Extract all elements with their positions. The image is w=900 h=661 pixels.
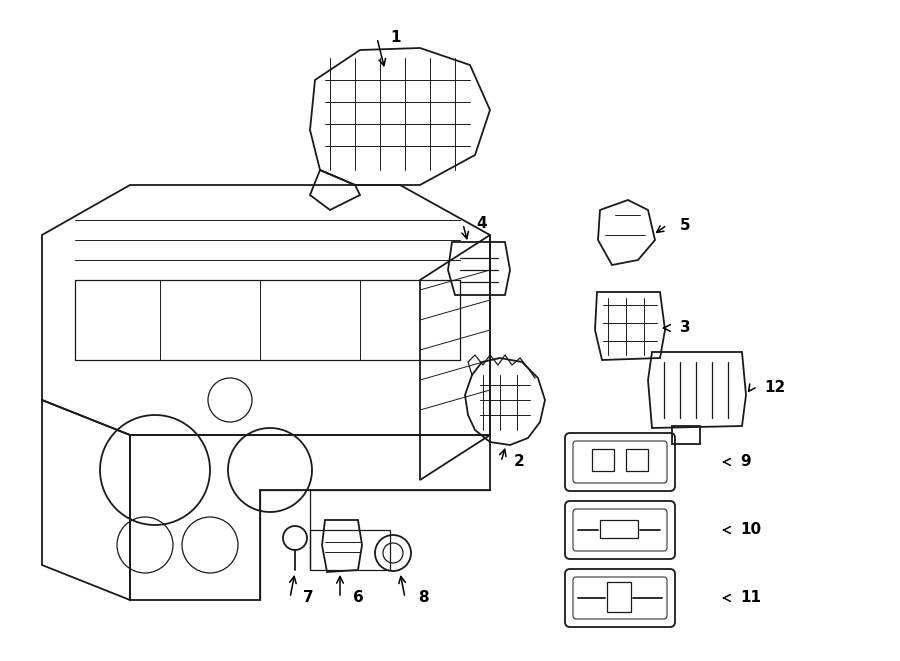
Bar [607,582,631,612]
Text: 12: 12 [764,381,785,395]
Text: 9: 9 [740,455,751,469]
Text: 1: 1 [390,30,400,46]
Text: 2: 2 [514,455,525,469]
Bar [592,449,614,471]
Bar [600,520,638,538]
Text: 7: 7 [303,590,313,605]
Text: 3: 3 [680,321,690,336]
Text: 11: 11 [740,590,761,605]
Text: 8: 8 [418,590,428,605]
Text: 6: 6 [353,590,364,605]
Text: 10: 10 [740,522,761,537]
Text: 4: 4 [476,217,487,231]
Text: 5: 5 [680,217,690,233]
Bar [626,449,648,471]
